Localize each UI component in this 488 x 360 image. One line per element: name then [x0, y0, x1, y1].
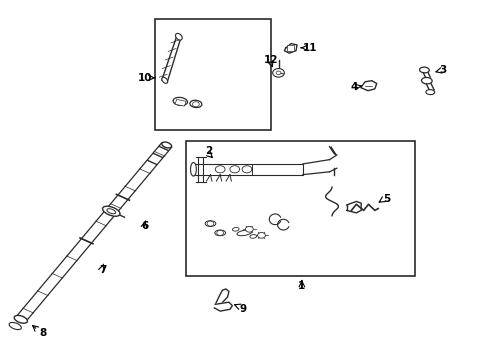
Polygon shape [162, 36, 181, 81]
Circle shape [229, 166, 239, 173]
Ellipse shape [237, 230, 251, 236]
Polygon shape [215, 289, 228, 304]
Ellipse shape [425, 90, 434, 95]
Ellipse shape [162, 77, 167, 84]
Text: 5: 5 [382, 194, 389, 203]
Circle shape [257, 233, 265, 238]
Ellipse shape [232, 228, 239, 231]
Polygon shape [214, 302, 232, 311]
Bar [154, 19, 271, 130]
Text: 1: 1 [298, 282, 305, 292]
Bar [193, 164, 302, 175]
Text: 8: 8 [39, 328, 46, 338]
Ellipse shape [419, 67, 428, 73]
Ellipse shape [14, 315, 27, 323]
Ellipse shape [107, 209, 115, 214]
Circle shape [192, 102, 199, 107]
Bar [286, 45, 293, 51]
Ellipse shape [189, 100, 202, 108]
Text: 12: 12 [264, 55, 278, 65]
Text: 10: 10 [138, 73, 152, 83]
Text: 4: 4 [350, 82, 357, 92]
Circle shape [245, 226, 253, 232]
Ellipse shape [421, 77, 431, 84]
Text: 3: 3 [438, 65, 446, 75]
Circle shape [215, 166, 224, 173]
Text: 6: 6 [141, 221, 148, 231]
Ellipse shape [190, 162, 196, 176]
Ellipse shape [249, 235, 256, 238]
Polygon shape [284, 44, 296, 53]
Bar [186, 141, 414, 276]
Text: 9: 9 [240, 303, 246, 314]
Ellipse shape [102, 206, 120, 216]
Circle shape [276, 71, 281, 75]
Circle shape [206, 221, 213, 226]
Ellipse shape [162, 142, 171, 148]
Circle shape [242, 166, 251, 173]
Circle shape [216, 230, 223, 235]
Circle shape [272, 68, 284, 77]
Text: 7: 7 [99, 265, 106, 275]
Text: 2: 2 [205, 147, 212, 157]
Ellipse shape [9, 323, 21, 330]
Ellipse shape [204, 221, 215, 226]
Ellipse shape [175, 33, 182, 40]
Bar [175, 99, 186, 106]
Ellipse shape [173, 97, 187, 105]
Polygon shape [361, 81, 376, 91]
Text: 11: 11 [302, 43, 316, 53]
Ellipse shape [214, 230, 225, 236]
